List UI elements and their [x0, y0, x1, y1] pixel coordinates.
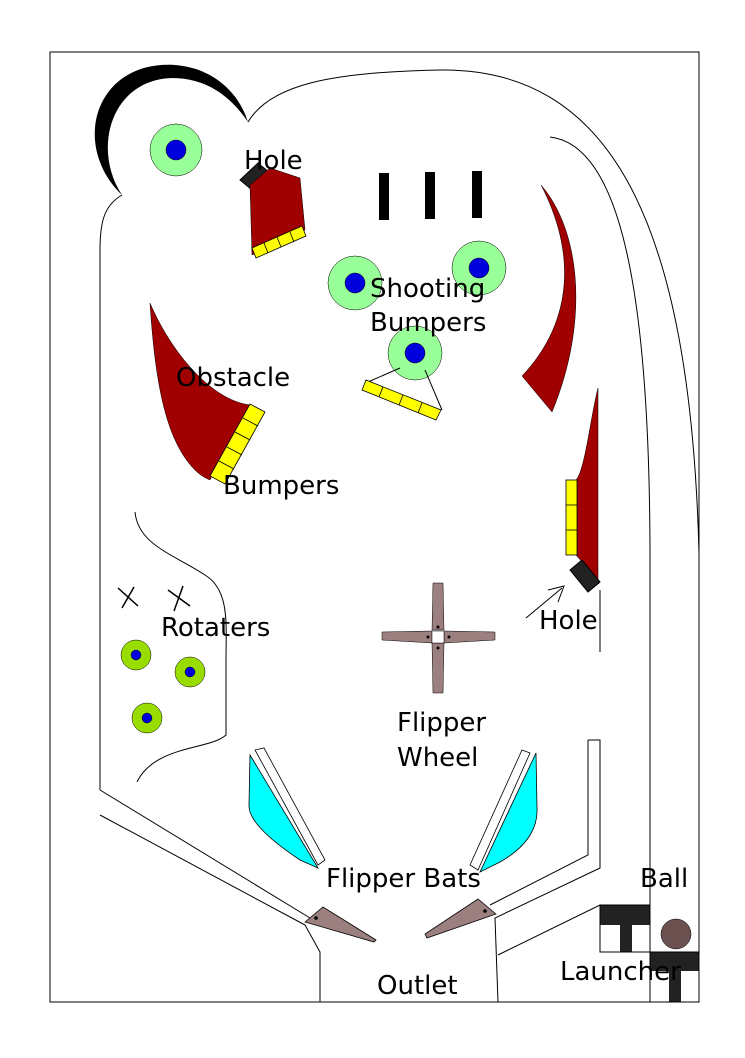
right-bumper-strip [565, 479, 578, 556]
playfield-outline [99, 194, 123, 790]
label-flipper-wheel: Wheel [397, 743, 478, 773]
right-hole-gate [569, 559, 601, 593]
label-launcher: Launcher [560, 957, 681, 987]
right-flipper [424, 898, 497, 939]
top-bumper-strip [251, 225, 307, 259]
label-hole-top: Hole [244, 146, 303, 176]
label-bumpers: Bumpers [223, 471, 339, 501]
plunger [649, 951, 700, 1003]
flipper-wheel [381, 582, 496, 694]
center-bumper-strip [361, 379, 442, 421]
rotater [174, 656, 206, 688]
cross-icon [167, 585, 191, 612]
label-flipper-wheel: Flipper [397, 708, 486, 738]
arrow-icon [525, 585, 565, 619]
launcher-block [599, 904, 651, 953]
left-flipper [304, 906, 377, 943]
shooting-bumper [387, 325, 443, 381]
rotater [131, 702, 163, 734]
right-lower-obstacle [575, 387, 599, 581]
launch-lane-wall [549, 136, 651, 1002]
label-obstacle: Obstacle [176, 363, 290, 393]
left-bumper-strip [209, 403, 266, 485]
lane-guide [379, 173, 389, 220]
table-frame [49, 51, 700, 1003]
label-shooting-bumpers: Bumpers [370, 308, 486, 338]
label-hole-right: Hole [539, 606, 598, 636]
rotater [120, 639, 152, 671]
left-flipper-bat [248, 747, 326, 869]
lane-guide [472, 171, 482, 218]
rotater-area-wall [134, 511, 227, 783]
center-kicker-frame [367, 367, 443, 411]
right-inlane-wall [489, 739, 601, 1003]
lane-guide [425, 172, 435, 219]
right-upper-obstacle [521, 184, 577, 413]
top-arch-outer [247, 69, 700, 553]
label-flipper-bats: Flipper Bats [326, 864, 481, 894]
right-flipper-bat [469, 749, 538, 873]
cross-icon [117, 586, 139, 609]
shooting-bumper [149, 123, 203, 177]
shooting-bumper [451, 240, 507, 296]
left-inlane-wall [99, 789, 321, 1002]
label-shooting-bumpers: Shooting [370, 274, 485, 304]
label-outlet: Outlet [377, 971, 458, 1001]
left-obstacle [149, 302, 251, 481]
label-rotaters: Rotaters [161, 613, 270, 643]
label-ball: Ball [640, 864, 688, 894]
ball [660, 918, 692, 950]
shooting-bumper [327, 255, 383, 311]
